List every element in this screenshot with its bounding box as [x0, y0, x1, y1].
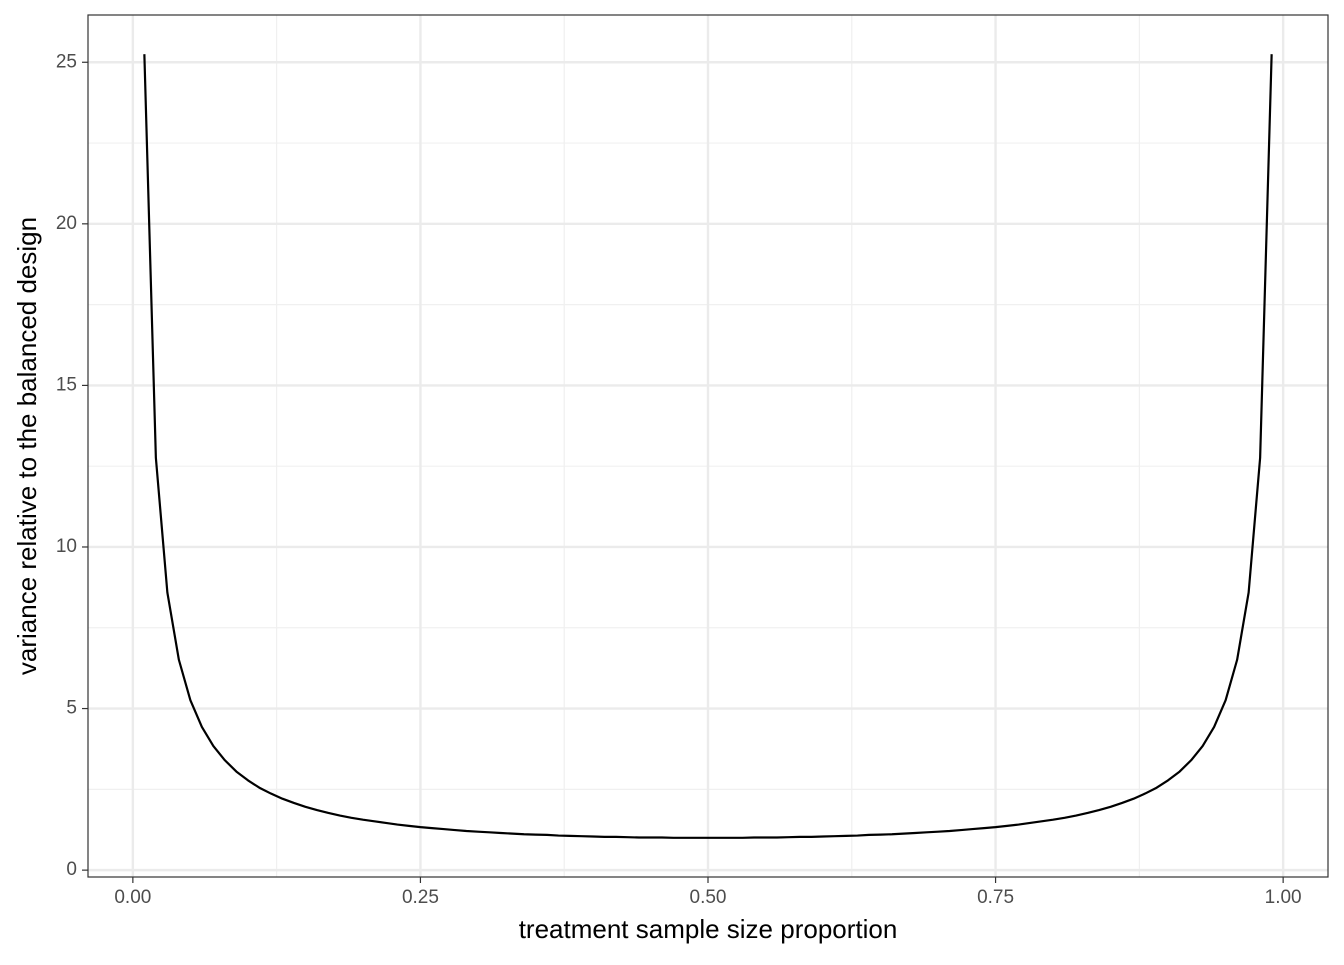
- y-tick-label: 0: [66, 859, 77, 880]
- y-tick-label: 10: [56, 536, 77, 557]
- panel-border: [87, 14, 1329, 878]
- y-tick-label: 25: [56, 51, 77, 72]
- line: [143, 54, 1273, 839]
- x-axis-title: treatment sample size proportion: [519, 914, 898, 944]
- x-tick-label: 0.50: [690, 887, 727, 908]
- y-tick-label: 20: [56, 213, 77, 234]
- y-axis-title: variance relative to the balanced design: [12, 217, 42, 675]
- y-tick-label: 15: [56, 374, 77, 395]
- x-tick-label: 0.75: [977, 887, 1014, 908]
- x-tick-label: 1.00: [1265, 887, 1302, 908]
- x-tick-label: 0.25: [402, 887, 439, 908]
- x-tick-label: 0.00: [114, 887, 151, 908]
- y-tick-label: 5: [66, 698, 77, 719]
